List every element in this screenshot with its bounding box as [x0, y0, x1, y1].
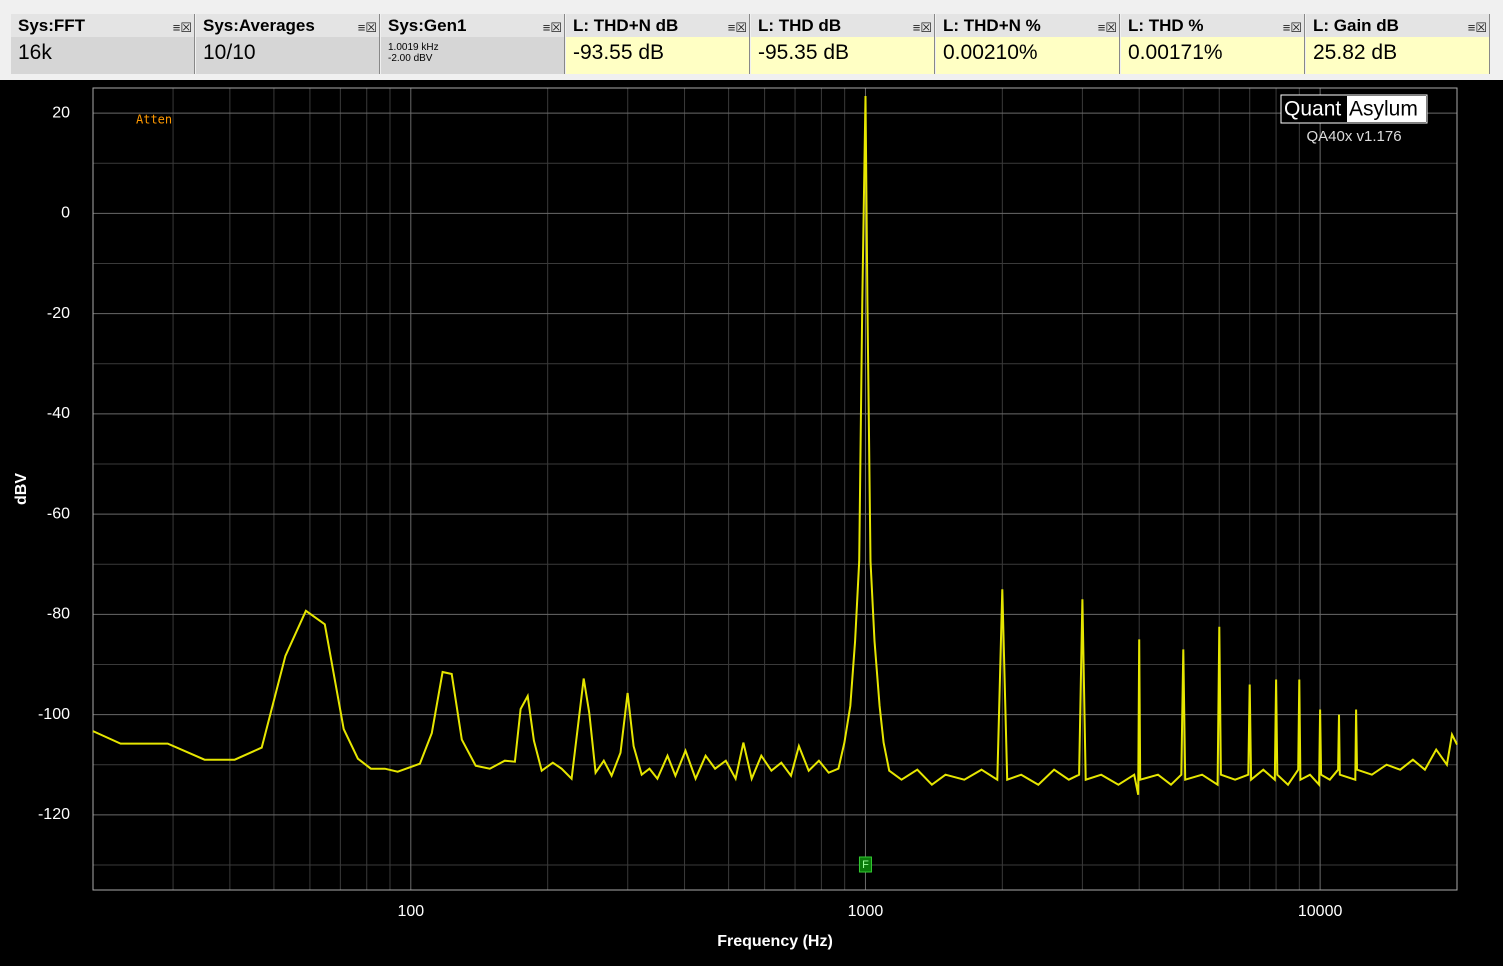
tile: L: THD dB ≡☒ -95.35 dB [751, 14, 935, 74]
tile: L: THD+N dB ≡☒ -93.55 dB [566, 14, 750, 74]
y-tick-label: -40 [47, 405, 70, 422]
tile-value: -95.35 dB [751, 37, 934, 74]
logo-brand: Asylum [1349, 98, 1418, 121]
tile-title: L: THD+N dB ≡☒ [566, 14, 749, 37]
logo-brand: Quant [1284, 98, 1341, 121]
y-tick-label: -100 [38, 706, 70, 723]
chart: 100 1000 10000 -120 -100 -80 -60 -40 -20 0 20 Frequ… [0, 80, 1503, 966]
tile: Sys:FFT ≡☒ 16k [11, 14, 195, 74]
x-tick-label: 100 [397, 903, 424, 920]
y-tick-label: -80 [47, 606, 70, 623]
annotation: Atten [136, 113, 172, 127]
tile-line: -2.00 dBV [388, 53, 433, 64]
tile-title: Sys:Gen1 ≡☒ [381, 14, 564, 37]
tile-line: 1.0019 kHz [388, 42, 439, 53]
x-tick-label: 1000 [848, 903, 884, 920]
marker-label: F [862, 859, 869, 871]
x-axis-label: Frequency (Hz) [717, 933, 833, 950]
tile-value: 0.00210% [936, 37, 1119, 74]
tile-title: Sys:Averages ≡☒ [196, 14, 379, 37]
tile-controls[interactable]: ≡☒ [1467, 20, 1487, 35]
y-tick-label: 20 [52, 104, 70, 121]
marker [858, 856, 872, 873]
plot-frame [92, 87, 1458, 891]
tile-title: L: THD dB ≡☒ [751, 14, 934, 37]
tile-controls[interactable]: ≡☒ [912, 20, 932, 35]
logo-version: QA40x v1.176 [1306, 128, 1401, 145]
tile-value: 1.0019 kHz -2.00 dBV [381, 37, 564, 74]
tile-controls[interactable]: ≡☒ [727, 20, 747, 35]
y-axis-label: dBV [13, 473, 30, 505]
tile: Sys:Gen1 ≡☒ 1.0019 kHz -2.00 dBV [381, 14, 565, 74]
tile-controls[interactable]: ≡☒ [1097, 20, 1117, 35]
logo-fill [1347, 96, 1426, 122]
x-tick-label: 10000 [1298, 903, 1343, 920]
tile-value: 16k [11, 37, 194, 74]
y-tick-label: -20 [47, 305, 70, 322]
tile-value: 25.82 dB [1306, 37, 1489, 74]
tile-value: 0.00171% [1121, 37, 1304, 74]
y-tick-label: -120 [38, 806, 70, 823]
tile-value: 10/10 [196, 37, 379, 74]
tile-controls[interactable]: ≡☒ [172, 20, 192, 35]
tile-bar: Sys:FFT ≡☒ 16k Sys:Averages ≡☒ 10/10 Sys:Gen1 ≡… [11, 14, 1491, 74]
tile: L: THD % ≡☒ 0.00171% [1121, 14, 1305, 74]
tile-controls[interactable]: ≡☒ [542, 20, 562, 35]
tile-title: L: Gain dB ≡☒ [1306, 14, 1489, 37]
tile-title: L: THD % ≡☒ [1121, 14, 1304, 37]
chart-background [0, 80, 1503, 966]
y-tick-label: -60 [47, 505, 70, 522]
series-line [92, 95, 1458, 795]
tile: Sys:Averages ≡☒ 10/10 [196, 14, 380, 74]
y-tick-label: 0 [61, 205, 70, 222]
tile-controls[interactable]: ≡☒ [357, 20, 377, 35]
tile: L: THD+N % ≡☒ 0.00210% [936, 14, 1120, 74]
tile-title: L: THD+N % ≡☒ [936, 14, 1119, 37]
tile-title: Sys:FFT ≡☒ [11, 14, 194, 37]
tile-value: -93.55 dB [566, 37, 749, 74]
tile: L: Gain dB ≡☒ 25.82 dB [1306, 14, 1490, 74]
tile-controls[interactable]: ≡☒ [1282, 20, 1302, 35]
